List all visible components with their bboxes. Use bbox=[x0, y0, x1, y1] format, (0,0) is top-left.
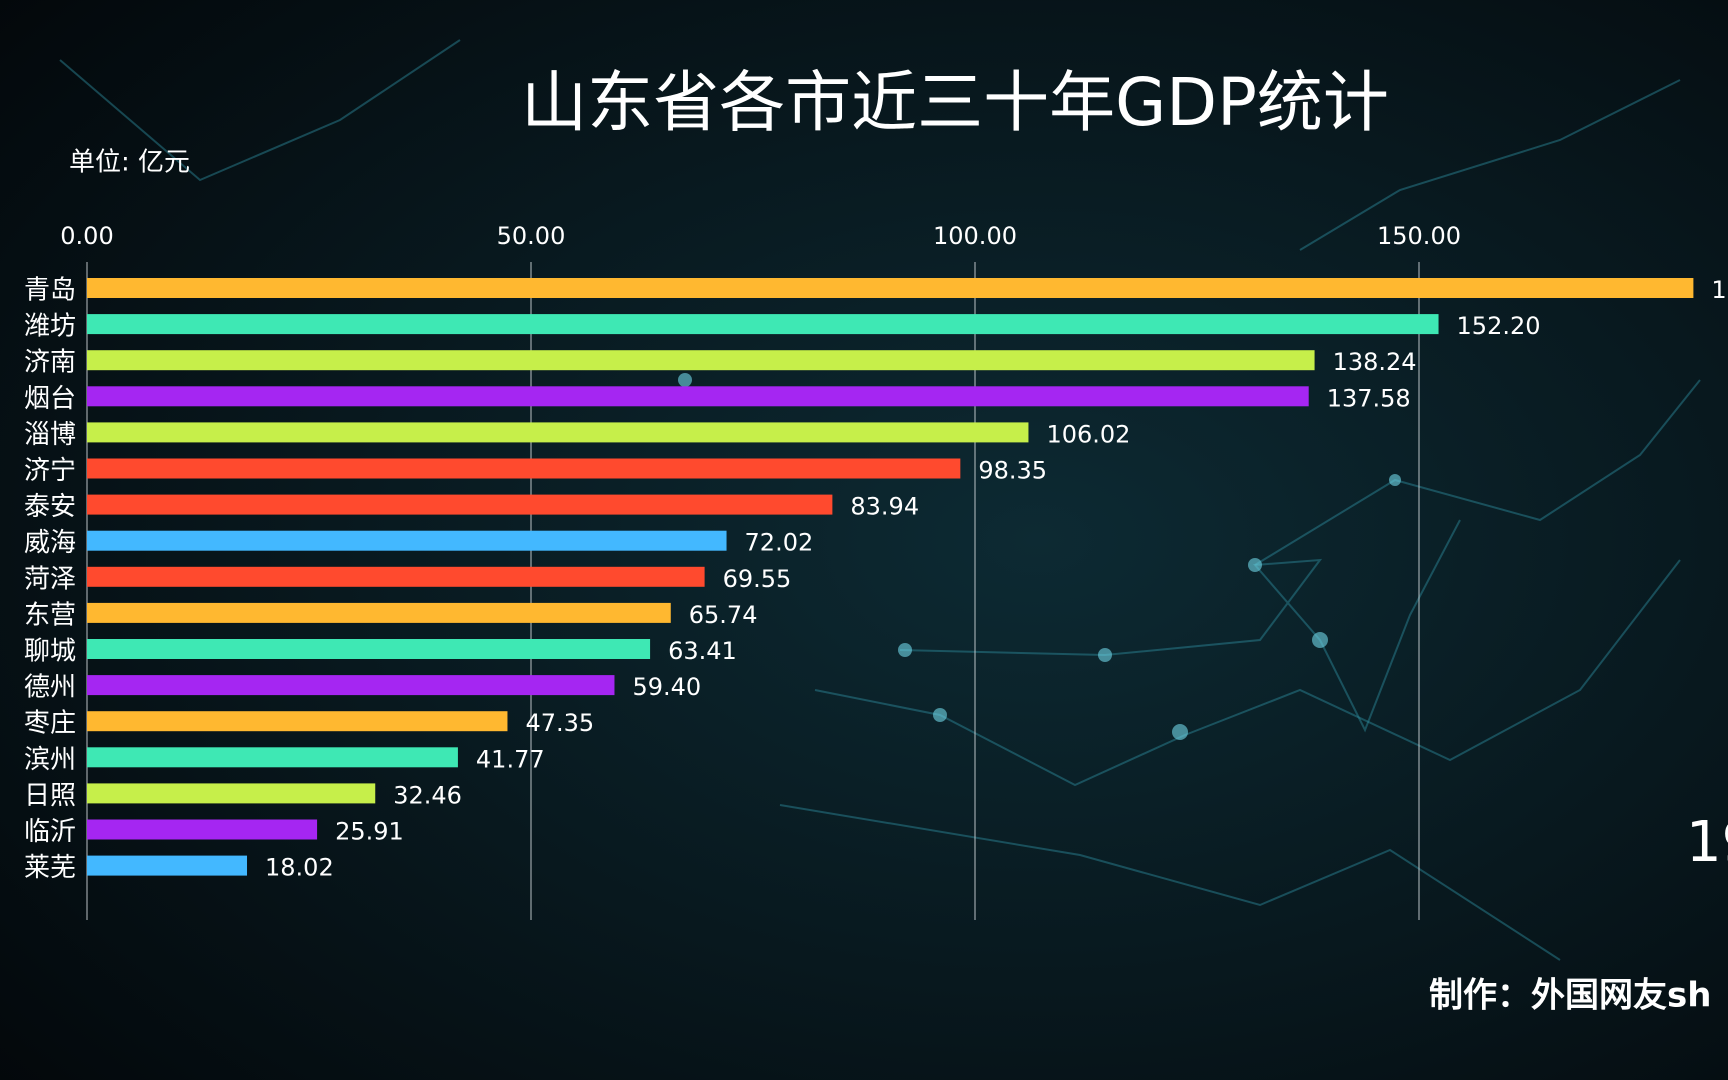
credit: 制作：外国网友sh bbox=[1429, 976, 1711, 1016]
value-label: 65.74 bbox=[689, 601, 758, 629]
category-label: 枣庄 bbox=[24, 709, 76, 739]
value-label: 98.35 bbox=[978, 457, 1047, 485]
value-label: 32.46 bbox=[393, 781, 462, 809]
bar bbox=[87, 602, 671, 623]
category-label: 日照 bbox=[24, 781, 76, 811]
value-label: 47.35 bbox=[525, 709, 594, 737]
unit-label: 单位: 亿元 bbox=[69, 148, 190, 178]
value-label: 180.90 bbox=[1711, 276, 1728, 304]
value-label: 138.24 bbox=[1333, 348, 1417, 376]
x-tick-label: 50.00 bbox=[497, 222, 566, 250]
bar bbox=[87, 350, 1315, 371]
bar bbox=[87, 422, 1029, 443]
category-label: 东营 bbox=[24, 600, 76, 630]
x-tick-label: 0.00 bbox=[60, 222, 113, 250]
year-label: 19 bbox=[1686, 810, 1728, 875]
bar bbox=[87, 747, 458, 768]
value-label: 69.55 bbox=[723, 565, 792, 593]
bar bbox=[87, 783, 376, 804]
bar bbox=[87, 494, 833, 515]
value-label: 137.58 bbox=[1327, 384, 1411, 412]
bar bbox=[87, 314, 1439, 335]
category-label: 威海 bbox=[24, 528, 76, 558]
value-label: 41.77 bbox=[476, 745, 545, 773]
category-label: 滨州 bbox=[24, 745, 76, 775]
value-label: 18.02 bbox=[265, 854, 334, 882]
bar bbox=[87, 458, 961, 479]
bar bbox=[87, 675, 615, 696]
value-label: 63.41 bbox=[668, 637, 737, 665]
network-nodes bbox=[678, 373, 1401, 740]
network-decoration bbox=[59, 39, 1701, 961]
x-tick-label: 100.00 bbox=[933, 222, 1017, 250]
category-label: 潍坊 bbox=[24, 312, 76, 342]
category-label: 泰安 bbox=[24, 492, 76, 522]
category-label: 聊城 bbox=[24, 637, 76, 667]
value-label: 152.20 bbox=[1457, 312, 1541, 340]
bar bbox=[87, 566, 705, 587]
value-label: 83.94 bbox=[850, 493, 919, 521]
category-label: 莱芜 bbox=[24, 853, 76, 883]
bar bbox=[87, 639, 651, 659]
bar bbox=[87, 711, 508, 732]
bar bbox=[87, 278, 1694, 298]
chart-title: 山东省各市近三十年GDP统计 bbox=[521, 64, 1389, 141]
category-label: 德州 bbox=[24, 673, 76, 703]
value-label: 25.91 bbox=[335, 818, 404, 846]
x-tick-label: 150.00 bbox=[1377, 222, 1461, 250]
category-label: 淄博 bbox=[24, 420, 76, 450]
category-label: 临沂 bbox=[24, 817, 76, 847]
category-label: 济宁 bbox=[24, 456, 76, 486]
category-label: 菏泽 bbox=[24, 564, 76, 594]
bar bbox=[87, 819, 318, 840]
bar bbox=[87, 855, 248, 876]
category-label: 烟台 bbox=[24, 384, 76, 414]
bar bbox=[87, 530, 727, 551]
value-label: 72.02 bbox=[745, 529, 814, 557]
value-label: 59.40 bbox=[632, 673, 701, 701]
bar bbox=[87, 386, 1309, 407]
category-label: 青岛 bbox=[24, 276, 76, 306]
value-label: 106.02 bbox=[1046, 420, 1130, 448]
category-label: 济南 bbox=[24, 348, 76, 378]
